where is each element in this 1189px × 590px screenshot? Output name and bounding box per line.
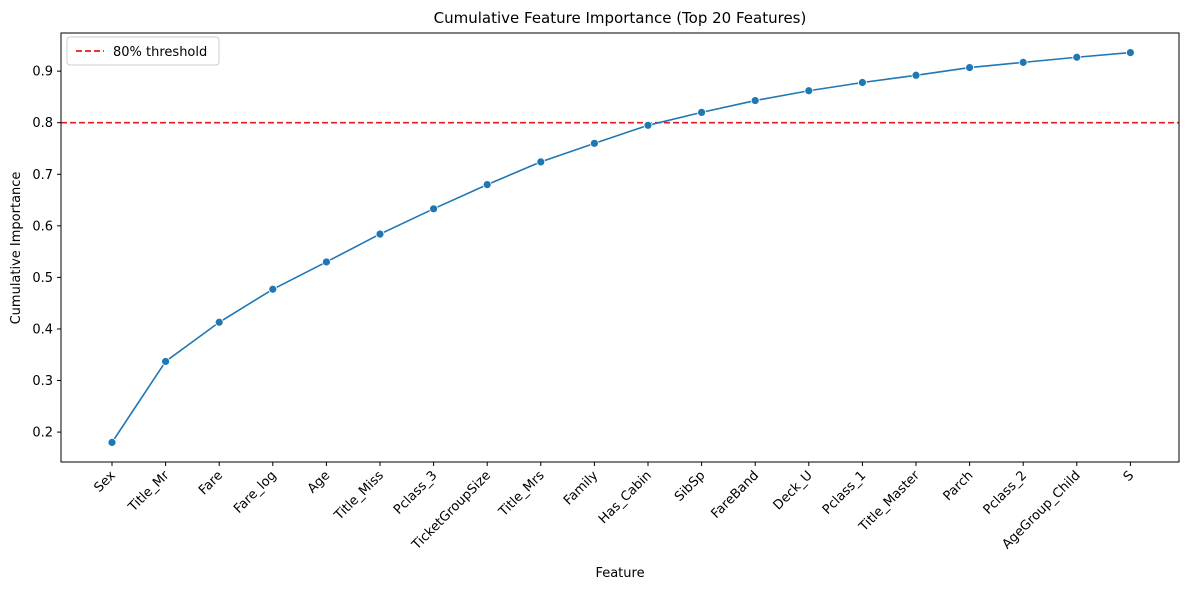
series-line xyxy=(111,51,1131,443)
axes-frame xyxy=(60,32,1180,463)
data-point xyxy=(590,138,599,148)
y-tick-label: 0.6 xyxy=(32,219,53,234)
data-point xyxy=(536,157,546,167)
y-tick-label: 0.3 xyxy=(32,374,53,389)
y-tick-label: 0.8 xyxy=(32,116,53,131)
y-tick-label: 0.2 xyxy=(32,426,53,441)
legend-frame xyxy=(66,36,220,66)
data-point xyxy=(643,120,653,130)
data-point xyxy=(107,438,117,447)
data-point xyxy=(482,180,492,189)
data-point xyxy=(1018,57,1028,67)
y-tick-label: 0.4 xyxy=(32,322,53,337)
data-point xyxy=(804,86,814,96)
data-point xyxy=(911,70,921,80)
data-point xyxy=(858,78,867,87)
y-tick-label: 0.9 xyxy=(32,65,53,80)
y-tick-label: 0.7 xyxy=(32,168,53,183)
y-axis-title: Cumulative Importance xyxy=(9,172,24,325)
data-point xyxy=(429,204,439,214)
data-point xyxy=(268,284,278,294)
data-point xyxy=(965,63,974,72)
data-point xyxy=(321,257,331,267)
data-point xyxy=(1126,48,1135,57)
legend: 80% threshold xyxy=(66,36,220,66)
data-point xyxy=(697,108,706,117)
legend-threshold-label: 80% threshold xyxy=(113,45,207,60)
x-axis-title: Feature xyxy=(595,566,644,581)
data-point xyxy=(1072,52,1082,62)
data-point xyxy=(161,357,171,366)
data-point xyxy=(750,96,760,105)
data-point xyxy=(214,317,224,327)
data-point xyxy=(375,229,385,239)
y-tick-label: 0.5 xyxy=(32,271,53,286)
chart-title: Cumulative Feature Importance (Top 20 Fe… xyxy=(434,9,807,27)
